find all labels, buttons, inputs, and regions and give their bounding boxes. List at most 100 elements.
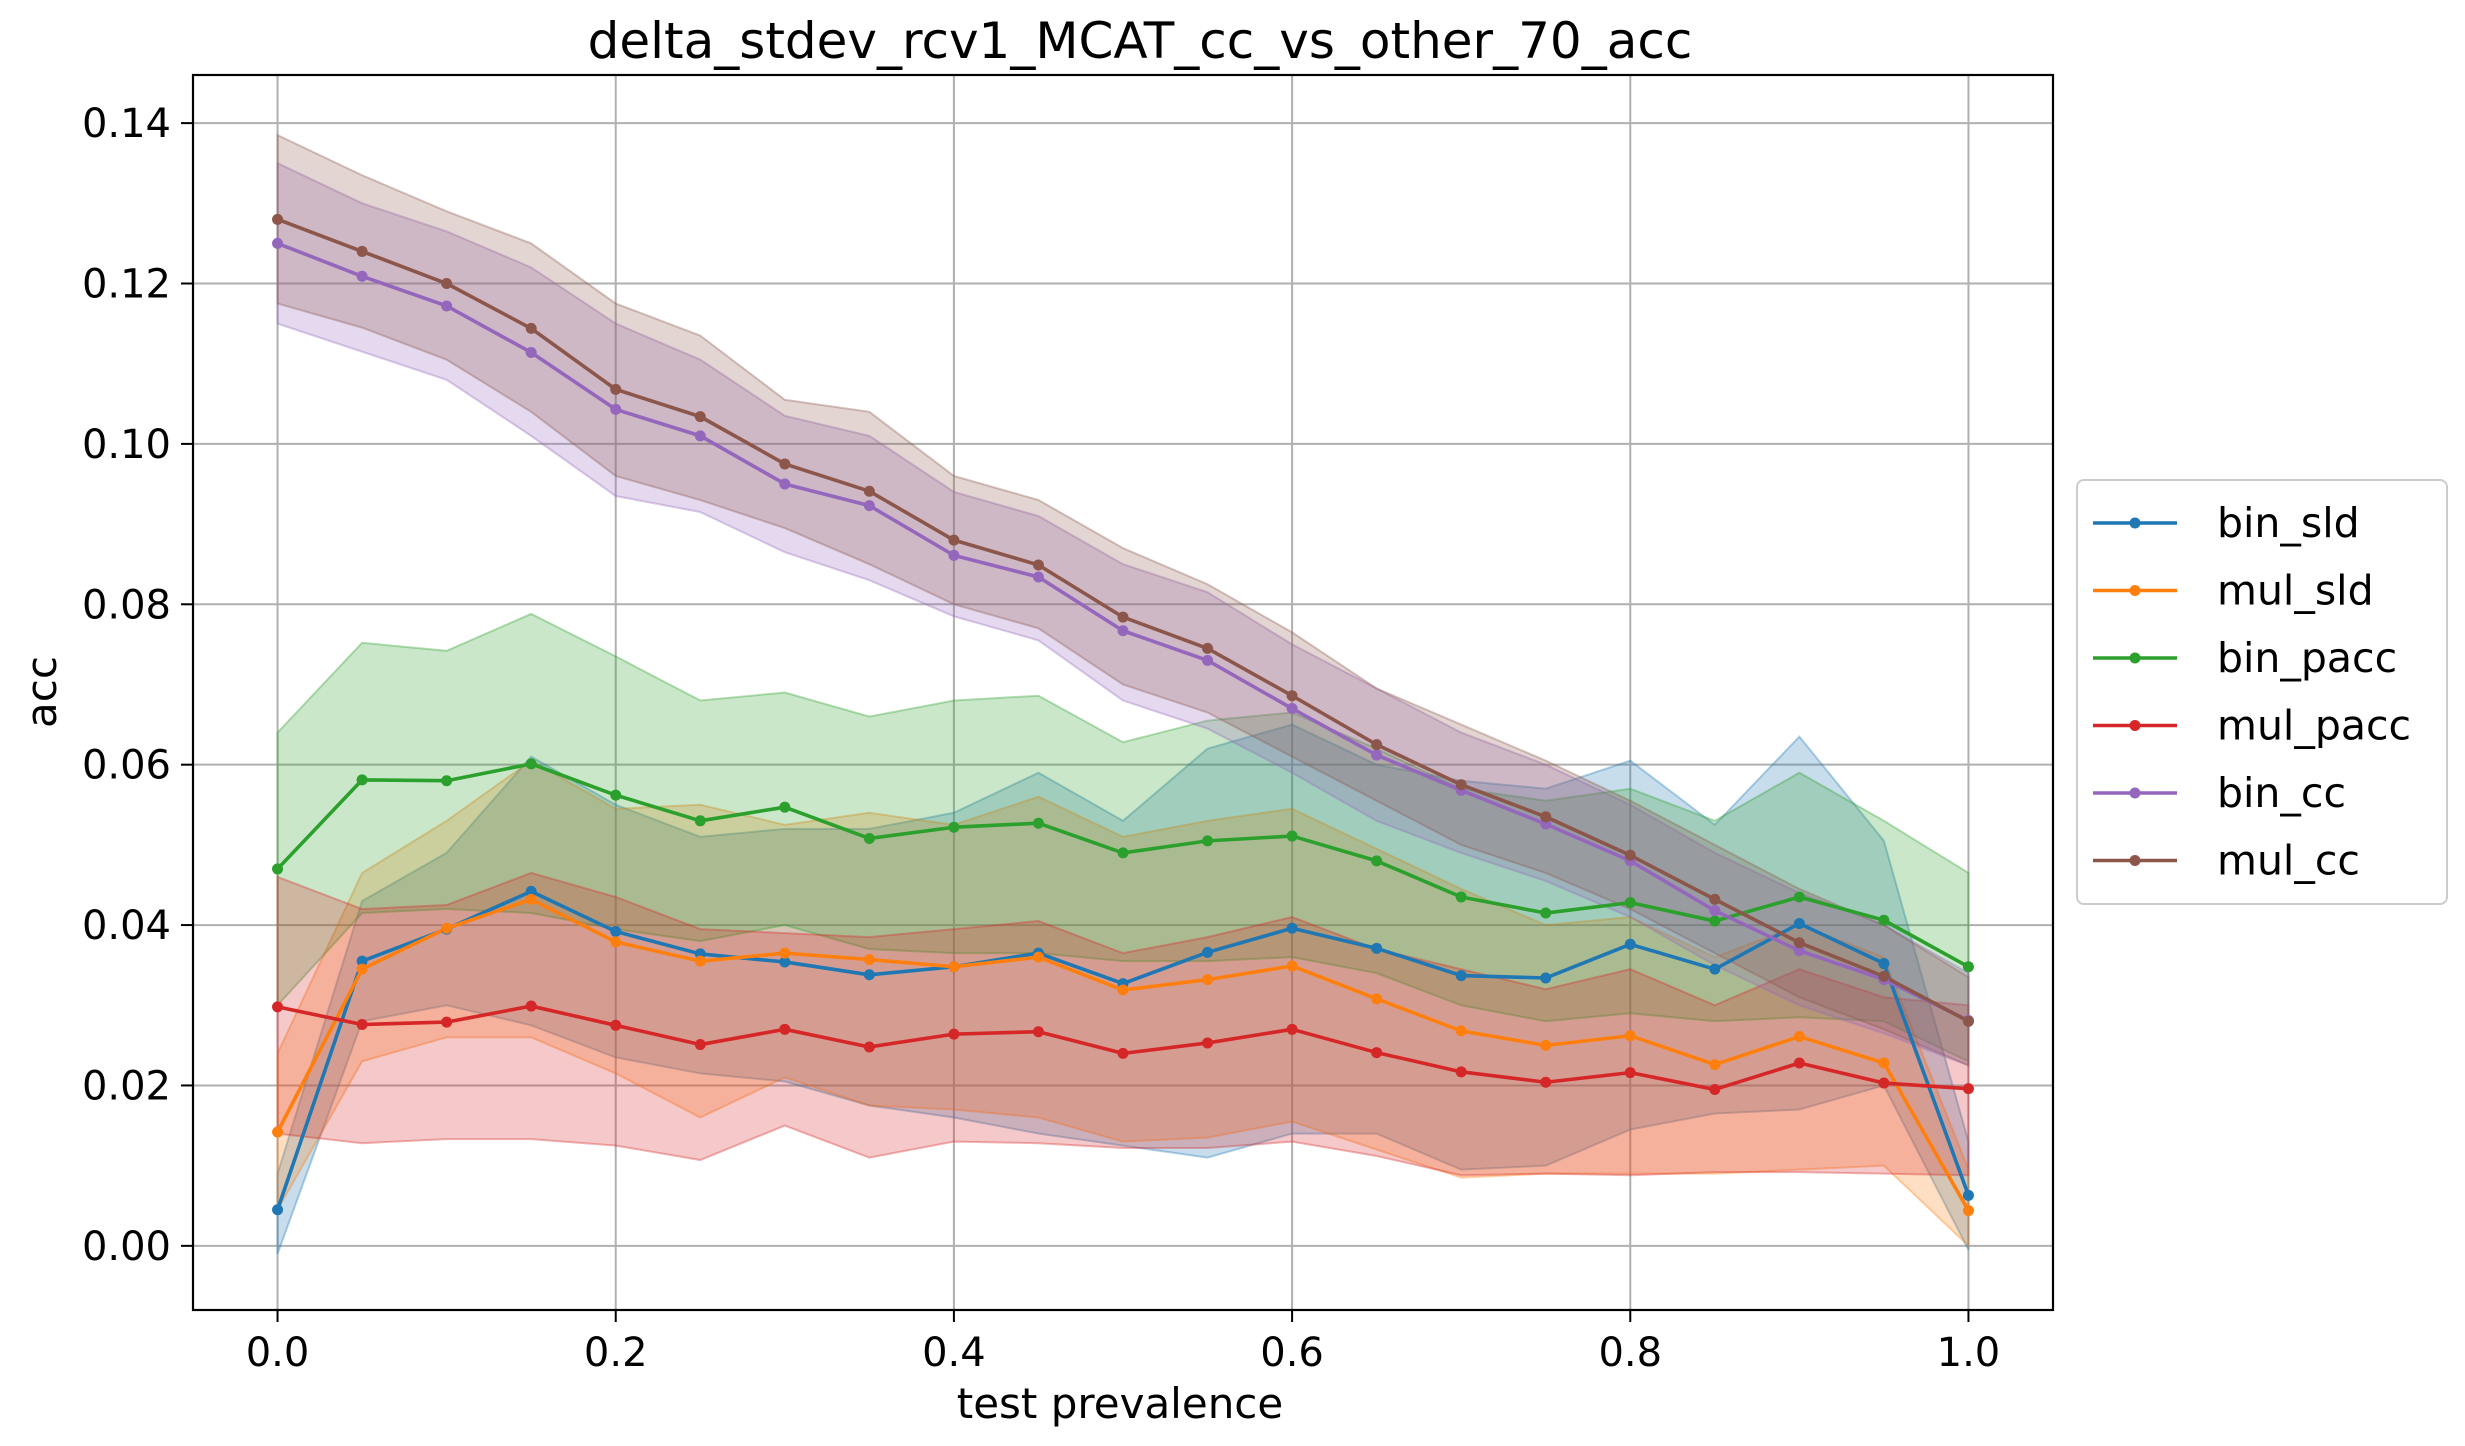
- mul_pacc-point-0: [272, 1001, 284, 1013]
- x-tick-label-5: 1.0: [1937, 1330, 2001, 1376]
- mul_sld-point-4: [610, 936, 622, 948]
- mul_sld-point-13: [1371, 993, 1383, 1005]
- bin_cc-point-7: [863, 500, 875, 512]
- mul_cc-point-9: [1032, 559, 1044, 571]
- mul_cc-point-7: [863, 485, 875, 497]
- bin_sld-point-6: [779, 956, 791, 968]
- x-axis-label: test prevalence: [957, 1379, 1284, 1428]
- bin_cc-point-13: [1371, 749, 1383, 761]
- bin_pacc-point-2: [441, 775, 453, 787]
- bin_sld-point-16: [1624, 938, 1636, 950]
- x-tick-label-2: 0.4: [922, 1330, 986, 1376]
- bin_pacc-point-16: [1624, 897, 1636, 909]
- legend-marker-mul_pacc: [2129, 720, 2141, 731]
- legend-label-bin_cc: bin_cc: [2217, 769, 2346, 817]
- bin_cc-point-4: [610, 403, 622, 415]
- bin_sld-point-18: [1793, 917, 1805, 929]
- bin_sld-point-17: [1709, 963, 1721, 975]
- y-tick-label-1: 0.02: [82, 1063, 171, 1109]
- bin_pacc-point-5: [694, 815, 706, 827]
- mul_sld-point-11: [1202, 974, 1214, 986]
- y-tick-label-0: 0.00: [82, 1224, 171, 1270]
- legend-label-mul_pacc: mul_pacc: [2217, 702, 2411, 750]
- bin_pacc-point-13: [1371, 855, 1383, 867]
- bin_pacc-point-19: [1878, 914, 1890, 926]
- mul_cc-point-18: [1793, 937, 1805, 949]
- bin_sld-point-1: [356, 955, 368, 967]
- bin_pacc-point-4: [610, 789, 622, 801]
- legend-label-mul_sld: mul_sld: [2217, 567, 2374, 615]
- mul_sld-point-5: [694, 955, 706, 967]
- mul_sld-point-6: [779, 947, 791, 959]
- x-axis-ticks: 0.0 0.2 0.4 0.6 0.8 1.0: [246, 1310, 2001, 1376]
- bin_pacc-point-15: [1540, 907, 1552, 919]
- bin_sld-point-19: [1878, 958, 1890, 970]
- bin_cc-point-1: [356, 270, 368, 282]
- legend-marker-mul_sld: [2129, 585, 2141, 596]
- mul_pacc-point-13: [1371, 1047, 1383, 1059]
- mul_pacc-point-18: [1793, 1057, 1805, 1069]
- bin_sld-point-20: [1962, 1189, 1974, 1201]
- mul_cc-point-15: [1540, 811, 1552, 823]
- bin_cc-point-18: [1793, 945, 1805, 957]
- mul_cc-point-6: [779, 458, 791, 470]
- mul_pacc-point-2: [441, 1016, 453, 1028]
- mul_pacc-point-14: [1455, 1066, 1467, 1078]
- mul_sld-point-7: [863, 954, 875, 966]
- mul_sld-point-20: [1962, 1205, 1974, 1217]
- mul_cc-point-12: [1286, 690, 1298, 702]
- mul_pacc-point-6: [779, 1023, 791, 1035]
- mul_sld-point-0: [272, 1126, 284, 1138]
- mul_sld-point-14: [1455, 1025, 1467, 1037]
- series-markers: [272, 213, 1974, 1217]
- bin_pacc-point-10: [1117, 847, 1129, 859]
- mul_cc-point-11: [1202, 642, 1214, 654]
- bin_pacc-point-20: [1962, 961, 1974, 973]
- mul_pacc-point-5: [694, 1039, 706, 1051]
- bin_cc-point-17: [1709, 905, 1721, 917]
- bin_pacc-point-6: [779, 801, 791, 813]
- y-tick-label-5: 0.10: [82, 422, 171, 468]
- x-tick-label-3: 0.6: [1260, 1330, 1324, 1376]
- mul_sld-point-1: [356, 963, 368, 975]
- mul_pacc-point-17: [1709, 1083, 1721, 1095]
- bin_cc-point-3: [525, 346, 537, 358]
- mul_sld-point-2: [441, 922, 453, 934]
- mul_cc-point-8: [948, 534, 960, 546]
- mul_sld-point-12: [1286, 960, 1298, 972]
- y-tick-label-7: 0.14: [82, 101, 171, 147]
- bin_cc-point-5: [694, 430, 706, 442]
- chart-title: delta_stdev_rcv1_MCAT_cc_vs_other_70_acc: [588, 12, 1693, 70]
- x-tick-label-1: 0.2: [584, 1330, 648, 1376]
- y-axis-ticks: 0.00 0.02 0.04 0.06 0.08 0.10 0.12 0.14: [82, 101, 193, 1270]
- bin_sld-point-0: [272, 1204, 284, 1216]
- bin_pacc-point-17: [1709, 915, 1721, 927]
- mul_pacc-point-19: [1878, 1077, 1890, 1089]
- bin_pacc-point-12: [1286, 830, 1298, 842]
- mul_cc-point-4: [610, 383, 622, 395]
- mul_pacc-point-4: [610, 1019, 622, 1031]
- legend-marker-bin_pacc: [2129, 652, 2141, 664]
- bin_cc-point-8: [948, 549, 960, 561]
- y-tick-label-2: 0.04: [82, 903, 171, 949]
- mul_cc-point-14: [1455, 779, 1467, 791]
- bin_cc-point-9: [1032, 571, 1044, 583]
- y-tick-label-4: 0.08: [82, 582, 171, 628]
- bin_sld-point-13: [1371, 942, 1383, 954]
- legend-marker-bin_cc: [2129, 787, 2141, 799]
- bin_pacc-point-0: [272, 863, 284, 875]
- legend-marker-mul_cc: [2129, 855, 2141, 866]
- mul_cc-band: [276, 133, 1970, 1067]
- legend-label-bin_pacc: bin_pacc: [2217, 634, 2397, 682]
- mul_sld-point-3: [525, 893, 537, 905]
- legend-label-bin_sld: bin_sld: [2217, 499, 2360, 547]
- mul_cc-point-13: [1371, 739, 1383, 751]
- bin_pacc-point-8: [948, 821, 960, 833]
- bin_pacc-point-14: [1455, 891, 1467, 903]
- mul_cc-point-20: [1962, 1015, 1974, 1027]
- legend-label-mul_cc: mul_cc: [2217, 837, 2360, 885]
- bin_pacc-point-7: [863, 832, 875, 844]
- mul_sld-point-16: [1624, 1030, 1636, 1042]
